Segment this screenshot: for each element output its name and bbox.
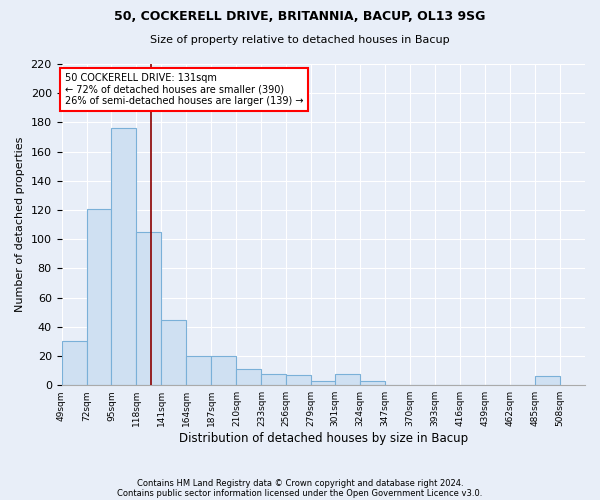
Bar — [187, 356, 211, 385]
Text: Contains public sector information licensed under the Open Government Licence v3: Contains public sector information licen… — [118, 488, 482, 498]
Bar — [86, 208, 112, 385]
Bar — [236, 369, 262, 385]
Y-axis label: Number of detached properties: Number of detached properties — [15, 137, 25, 312]
Bar — [335, 374, 360, 385]
Text: Contains HM Land Registry data © Crown copyright and database right 2024.: Contains HM Land Registry data © Crown c… — [137, 478, 463, 488]
Text: Size of property relative to detached houses in Bacup: Size of property relative to detached ho… — [150, 35, 450, 45]
Bar — [161, 320, 187, 385]
Bar — [112, 128, 136, 385]
Bar — [62, 342, 86, 385]
Bar — [311, 381, 336, 385]
Text: 50 COCKERELL DRIVE: 131sqm
← 72% of detached houses are smaller (390)
26% of sem: 50 COCKERELL DRIVE: 131sqm ← 72% of deta… — [65, 73, 303, 106]
X-axis label: Distribution of detached houses by size in Bacup: Distribution of detached houses by size … — [179, 432, 468, 445]
Bar — [136, 232, 161, 385]
Text: 50, COCKERELL DRIVE, BRITANNIA, BACUP, OL13 9SG: 50, COCKERELL DRIVE, BRITANNIA, BACUP, O… — [115, 10, 485, 23]
Bar — [211, 356, 236, 385]
Bar — [535, 376, 560, 385]
Bar — [262, 374, 286, 385]
Bar — [286, 375, 311, 385]
Bar — [360, 381, 385, 385]
